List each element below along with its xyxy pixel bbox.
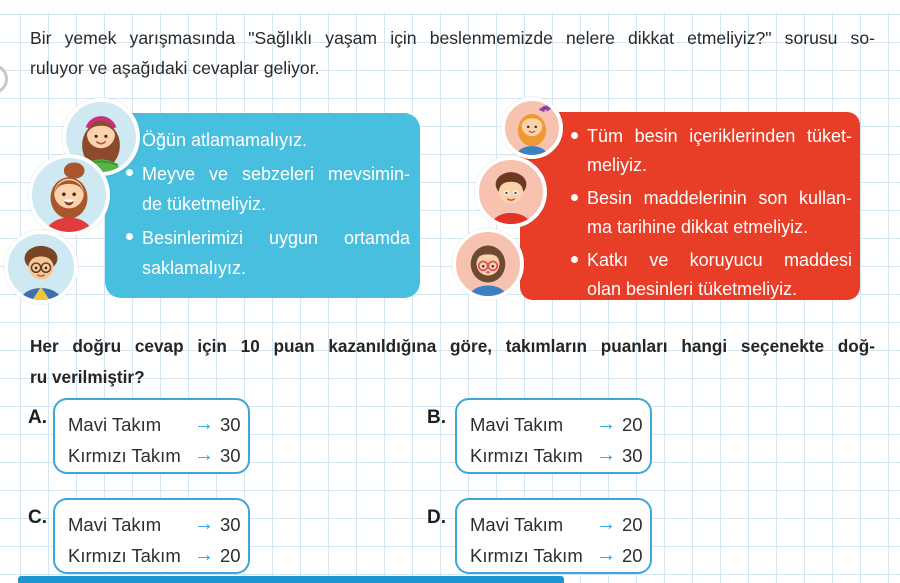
bullet-item: Öğün atlamamalıyız.: [126, 125, 410, 155]
option-d-box[interactable]: Mavi Takım → 20 Kırmızı Takım → 20: [455, 498, 652, 574]
bullet-dot-icon: [126, 169, 133, 176]
bullet-item: Besinlerimizi uygun ortamda saklamalıyız…: [126, 223, 410, 283]
score-value: 20: [622, 513, 643, 535]
score-value: 30: [220, 413, 241, 435]
bullet-line: Besin maddelerinin son kullan-: [587, 188, 852, 208]
question-line: Her doğru cevap için 10 puan kazanıldığı…: [30, 336, 875, 356]
option-row: Mavi Takım → 20: [470, 409, 650, 440]
bullet-item: Katkı ve koruyucu maddesi olan besinleri…: [571, 246, 852, 304]
bullet-line: Meyve ve sebzeleri mevsimin-: [142, 164, 410, 184]
option-row: Mavi Takım → 30: [68, 509, 248, 540]
bullet-line: Besinlerimizi uygun ortamda: [142, 228, 410, 248]
team-label: Mavi Takım: [68, 513, 162, 535]
team-label: Kırmızı Takım: [470, 444, 583, 466]
team-label: Mavi Takım: [470, 513, 564, 535]
bullet-line: ma tarihine dikkat etmeliyiz.: [587, 217, 809, 237]
score-value: 20: [622, 544, 643, 566]
score-value: 30: [622, 444, 643, 466]
option-row: Kırmızı Takım → 30: [470, 440, 650, 471]
team-label: Mavi Takım: [470, 413, 564, 435]
option-row: Mavi Takım → 30: [68, 409, 248, 440]
arrow-icon: →: [194, 444, 214, 466]
avatar-woman-ponytail-icon: [28, 154, 110, 236]
score-value: 20: [622, 413, 643, 435]
option-b-box[interactable]: Mavi Takım → 20 Kırmızı Takım → 30: [455, 398, 652, 474]
score-value: 30: [220, 444, 241, 466]
team-label: Kırmızı Takım: [470, 544, 583, 566]
arrow-icon: →: [194, 544, 214, 566]
option-row: Kırmızı Takım → 20: [68, 540, 248, 571]
bullet-line: Tüm besin içeriklerinden tüket-: [587, 126, 852, 146]
avatar-boy-glasses-icon: [4, 230, 78, 304]
intro-line: ruluyor ve aşağıdaki cevaplar geliyor.: [30, 58, 320, 78]
question-text: Her doğru cevap için 10 puan kazanıldığı…: [30, 331, 875, 393]
arrow-icon: →: [194, 513, 214, 535]
arrow-icon: →: [194, 413, 214, 435]
question-intro: Bir yemek yarışmasında "Sağlıklı yaşam i…: [30, 23, 875, 83]
option-a-box[interactable]: Mavi Takım → 30 Kırmızı Takım → 30: [53, 398, 250, 474]
option-c-letter: C.: [28, 507, 47, 528]
bullet-dot-icon: [571, 132, 578, 139]
arrow-icon: →: [596, 413, 616, 435]
bullet-item: Besin maddelerinin son kullan- ma tarihi…: [571, 184, 852, 242]
option-c-box[interactable]: Mavi Takım → 30 Kırmızı Takım → 20: [53, 498, 250, 574]
bullet-line: de tüketmeliyiz.: [142, 194, 267, 214]
team-label: Kırmızı Takım: [68, 544, 181, 566]
avatar-boy-red-shirt-icon: [475, 156, 547, 228]
bullet-dot-icon: [571, 256, 578, 263]
bullet-line: olan besinleri tüketmeliyiz.: [587, 279, 798, 299]
team-label: Mavi Takım: [68, 413, 162, 435]
bullet-line: Öğün atlamamalıyız.: [142, 130, 308, 150]
bullet-line: Katkı ve koruyucu maddesi: [587, 250, 852, 270]
page-edge-circle: [0, 64, 8, 94]
page-top-margin: [0, 0, 900, 13]
option-row: Kırmızı Takım → 30: [68, 440, 248, 471]
intro-line: Bir yemek yarışmasında "Sağlıklı yaşam i…: [30, 28, 875, 48]
avatar-girl-bow-icon: [501, 97, 563, 159]
score-value: 20: [220, 544, 241, 566]
red-team-bullet-list: Tüm besin içeriklerinden tüket- meliyiz.…: [571, 122, 852, 308]
score-value: 30: [220, 513, 241, 535]
option-d-letter: D.: [427, 507, 446, 528]
blue-team-bullet-list: Öğün atlamamalıyız. Meyve ve sebzeleri m…: [126, 125, 410, 287]
arrow-icon: →: [596, 444, 616, 466]
bullet-line: saklamalıyız.: [142, 258, 247, 278]
arrow-icon: →: [596, 544, 616, 566]
arrow-icon: →: [596, 513, 616, 535]
bullet-dot-icon: [126, 233, 133, 240]
option-a-letter: A.: [28, 407, 47, 428]
avatar-girl-glasses-icon: [452, 228, 524, 300]
option-b-letter: B.: [427, 407, 446, 428]
question-line: ru verilmiştir?: [30, 367, 145, 387]
blue-team-box: Öğün atlamamalıyız. Meyve ve sebzeleri m…: [105, 113, 420, 298]
red-team-box: Tüm besin içeriklerinden tüket- meliyiz.…: [520, 112, 860, 300]
option-row: Mavi Takım → 20: [470, 509, 650, 540]
option-row: Kırmızı Takım → 20: [470, 540, 650, 571]
bullet-item: Tüm besin içeriklerinden tüket- meliyiz.: [571, 122, 852, 180]
bullet-dot-icon: [571, 194, 578, 201]
team-label: Kırmızı Takım: [68, 444, 181, 466]
next-section-edge: [18, 576, 564, 583]
bullet-line: meliyiz.: [587, 155, 648, 175]
bullet-item: Meyve ve sebzeleri mevsimin- de tüketmel…: [126, 159, 410, 219]
